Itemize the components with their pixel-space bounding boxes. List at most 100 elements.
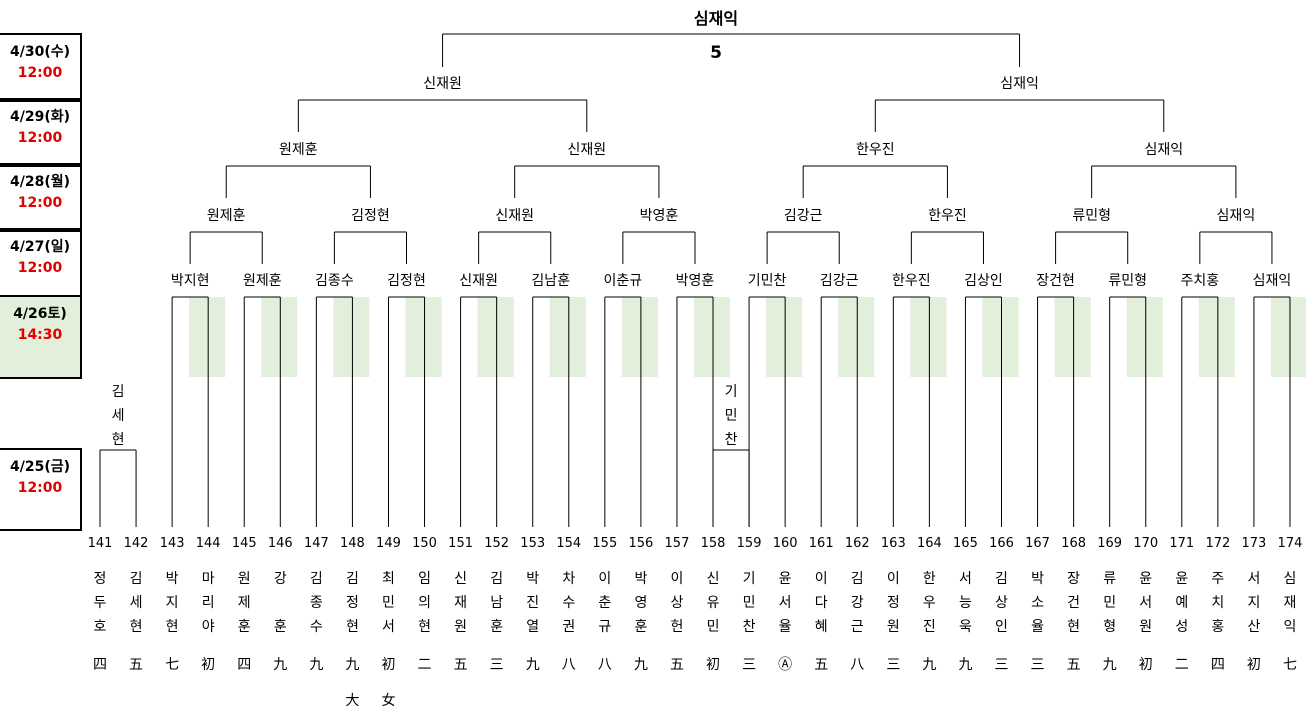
player-number: 163: [880, 536, 906, 551]
highlight-cell: [405, 297, 442, 377]
player-number: 143: [159, 536, 185, 551]
player-name-char: 원: [237, 571, 251, 587]
highlight-cell: [1198, 297, 1235, 377]
player-number: 169: [1097, 536, 1123, 551]
player-rank: Ⓐ: [778, 657, 793, 673]
player-name-char: 서: [958, 571, 972, 587]
day-box-4: 4/26토) 14:30: [0, 295, 82, 379]
day-time: 12:00: [17, 130, 63, 146]
player-name-char: 지: [165, 595, 179, 611]
player-number: 153: [520, 536, 546, 551]
player-name-char: 김: [995, 571, 1008, 587]
player-name-char: 규: [598, 619, 612, 635]
player-name-char: 김: [129, 571, 143, 587]
r4-winner-name: 신재원: [567, 142, 607, 158]
player-name-char: 박: [1031, 571, 1044, 587]
player-name-char: 서: [1139, 595, 1153, 611]
r8-winner-name: 심재익: [1216, 208, 1256, 224]
player-number: 142: [123, 536, 149, 551]
r8-winner-name: 한우진: [928, 208, 967, 224]
player-rank: 九: [633, 657, 648, 673]
player-rank: 初: [1138, 657, 1153, 673]
player-rank: 九: [273, 657, 288, 673]
player-rank: 九: [345, 657, 360, 673]
player-name-char: 혜: [814, 619, 828, 635]
player-number: 152: [484, 536, 510, 551]
player-name-char: 박: [634, 571, 648, 587]
day-time: 12:00: [17, 260, 63, 276]
highlight-cell: [1054, 297, 1091, 377]
player-number: 155: [592, 536, 618, 551]
highlight-cell: [693, 297, 731, 377]
day-box-5: 4/25(금) 12:00: [0, 448, 82, 531]
r16-winner-name: 박지현: [170, 273, 210, 289]
player-name-char: 산: [1247, 619, 1261, 635]
day-label: 4/25(금): [9, 459, 70, 475]
player-name-char: 정: [93, 571, 107, 587]
r4-winner-name: 심재익: [1144, 142, 1184, 158]
player-name-char: 치: [1211, 595, 1225, 611]
player-name-char: 근: [850, 619, 864, 635]
player-rank: 三: [886, 657, 901, 673]
player-name-char: 장: [1067, 571, 1081, 587]
player-rank: 三: [994, 657, 1009, 673]
player-note: 女: [381, 693, 396, 709]
r8-winner-name: 김정현: [351, 208, 390, 224]
player-name-char: 강: [850, 595, 864, 611]
r16-winner-name: 김남훈: [531, 273, 571, 289]
player-number: 171: [1169, 536, 1195, 551]
player-rank: 三: [489, 657, 504, 673]
prelim-winner-char: 세: [111, 408, 125, 424]
player-name-char: 한: [922, 571, 936, 587]
player-number: 158: [700, 536, 726, 551]
player-name-char: 유: [706, 595, 720, 611]
r16-winner-name: 이춘규: [603, 273, 643, 289]
player-name-char: 서: [1247, 571, 1261, 587]
player-number: 167: [1025, 536, 1050, 551]
player-name-char: 춘: [598, 595, 612, 611]
player-name-char: 원: [1139, 619, 1153, 635]
player-rank: 九: [309, 657, 324, 673]
player-number: 157: [664, 536, 690, 551]
player-name-char: 훈: [490, 619, 504, 635]
r16-winner-name: 신재원: [459, 273, 498, 289]
player-name-char: 민: [706, 619, 720, 635]
highlight-cell: [766, 297, 803, 377]
player-name-char: 남: [490, 595, 504, 611]
player-number: 172: [1205, 536, 1231, 551]
player-name-char: 김: [345, 571, 359, 587]
player-name-char: 윤: [1175, 571, 1189, 587]
player-name-char: 다: [814, 595, 828, 611]
player-rank: 初: [381, 657, 396, 673]
r16-winner-name: 박영훈: [675, 273, 715, 289]
r8-winner-name: 김강근: [783, 208, 823, 224]
player-name-char: 상: [995, 595, 1008, 611]
player-name-char: 서: [382, 619, 395, 635]
player-name-char: 재: [454, 595, 468, 611]
player-number: 144: [195, 536, 221, 551]
player-name-char: 권: [562, 619, 576, 635]
player-number: 165: [953, 536, 978, 551]
highlight-cell: [333, 297, 370, 377]
player-name-char: 제: [237, 595, 251, 611]
highlight-cell: [1270, 297, 1306, 377]
prelim-winner-char: 기: [724, 384, 738, 400]
r8-winner-name: 박영훈: [639, 208, 679, 224]
player-name-char: 정: [886, 595, 900, 611]
day-time: 12:00: [17, 195, 63, 211]
player-number: 141: [87, 536, 113, 551]
player-rank: 五: [1066, 657, 1081, 673]
player-rank: 九: [958, 657, 973, 673]
